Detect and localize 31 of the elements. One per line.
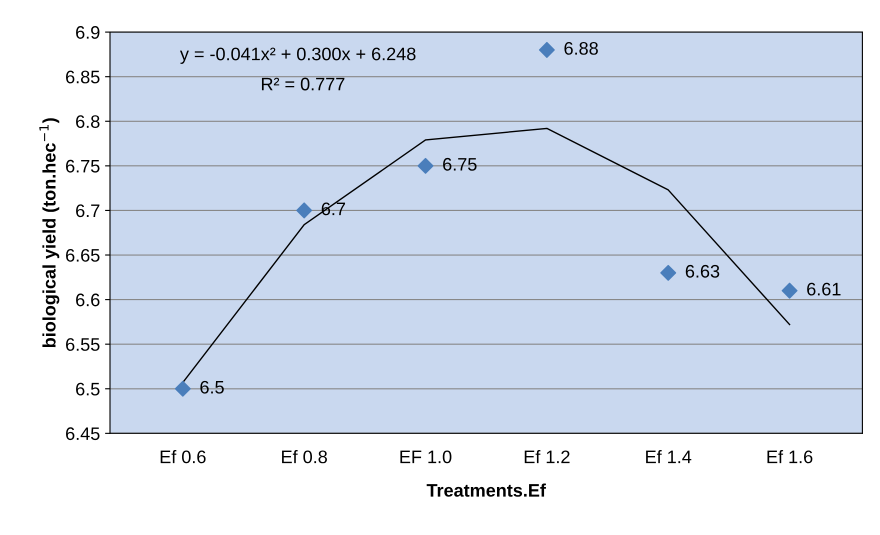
y-axis-title: biological yield (ton.hec$^{−1}$)	[39, 118, 60, 348]
y-tick-label: 6.7	[76, 204, 100, 218]
data-label: 6.5	[200, 380, 224, 394]
point	[296, 202, 312, 218]
annotation: R² = 0.777	[262, 78, 344, 90]
x-tick-label: Ef 1.6	[767, 450, 812, 464]
point	[174, 380, 191, 397]
x-axis-title: Treatments.Ef	[426, 484, 546, 497]
x-tick-label: Ef 1.2	[524, 450, 570, 464]
point	[538, 42, 555, 58]
x-tick-label: Ef 1.4	[646, 450, 692, 464]
x-tick-label: Ef 0.6	[160, 450, 206, 464]
point	[660, 264, 676, 281]
y-tick-label: 6.55	[66, 338, 100, 351]
data-label: 6.88	[564, 42, 598, 55]
annotation: y = -0.041x² + 0.300x + 6.248	[180, 48, 416, 64]
y-tick-label: 6.45	[66, 427, 100, 440]
data-label: 6.61	[807, 282, 841, 296]
y-tick-label: 6.9	[76, 26, 100, 39]
y-tick-label: 6.85	[66, 70, 100, 84]
y-tick-label: 6.8	[76, 115, 100, 128]
y-tick-label: 6.6	[76, 294, 100, 306]
point	[782, 282, 798, 299]
y-tick-label: 6.75	[66, 160, 100, 173]
y-tick-label: 6.5	[76, 382, 100, 396]
data-label: 6.75	[443, 158, 477, 171]
x-tick-label: Ef 0.8	[282, 450, 327, 464]
point	[418, 158, 434, 174]
data-label: 6.63	[686, 264, 720, 278]
y-tick-label: 6.65	[66, 248, 100, 262]
x-tick-label: EF 1.0	[400, 450, 452, 464]
